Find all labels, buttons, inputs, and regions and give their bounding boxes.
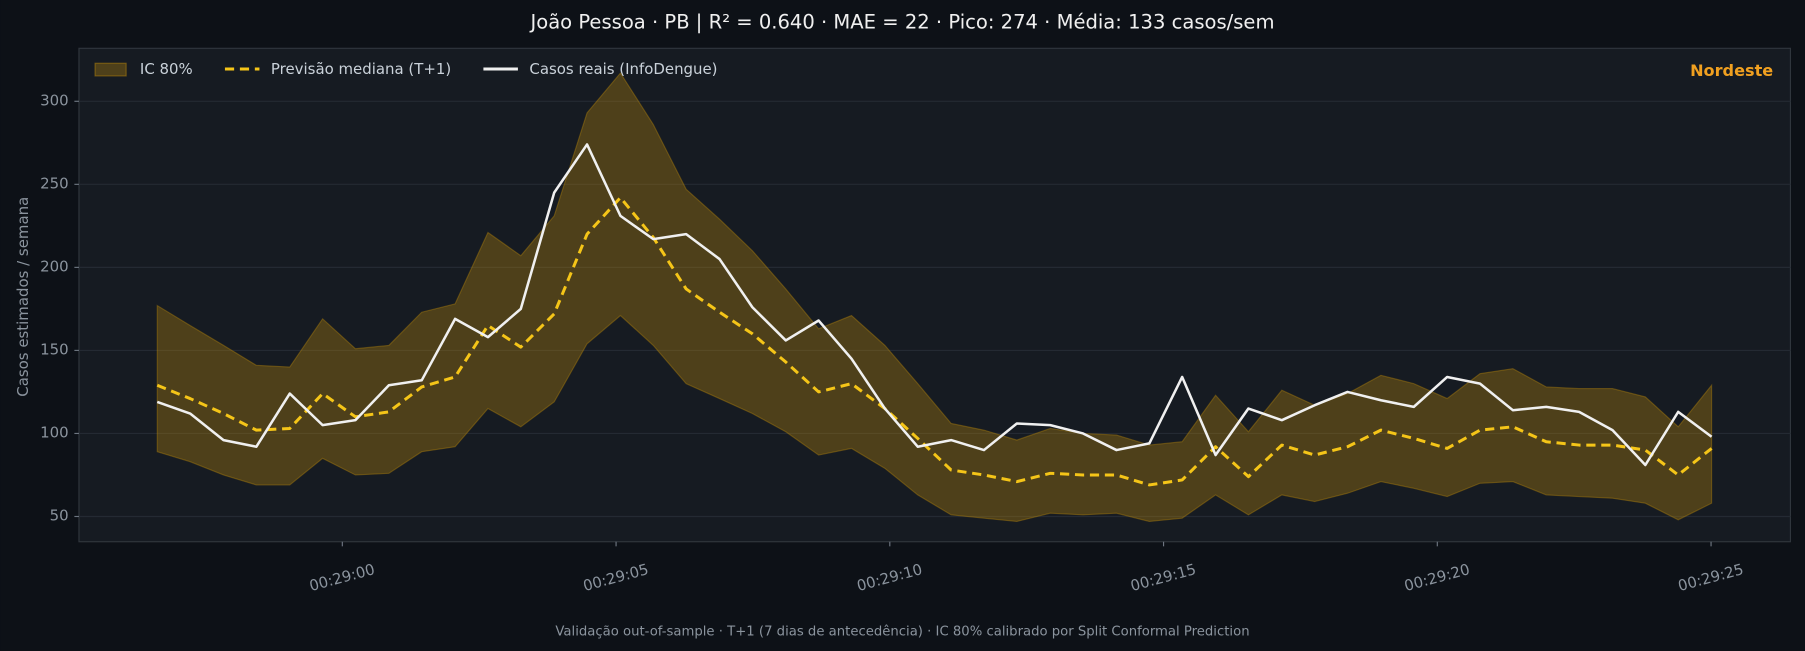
series-line [156, 143, 1713, 467]
region-annotation: Nordeste [1690, 61, 1773, 80]
legend-swatch [94, 62, 127, 77]
y-tick-label: 250 [40, 174, 69, 192]
y-tick-label: 100 [40, 423, 69, 441]
y-tick-label: 150 [40, 340, 69, 358]
y-tick-label: 300 [40, 91, 69, 109]
y-tick-label: 50 [50, 506, 69, 524]
y-axis-label: Casos estimados / semana [14, 197, 32, 397]
legend-label: Previsão mediana (T+1) [271, 60, 451, 78]
legend-label: Casos reais (InfoDengue) [529, 60, 717, 78]
footnote: Validação out-of-sample · T+1 (7 dias de… [555, 623, 1249, 639]
legend-label: IC 80% [140, 60, 193, 78]
series-line [156, 196, 1713, 487]
confidence-band [156, 72, 1713, 523]
y-tick-label: 200 [40, 257, 69, 275]
chart-title: João Pessoa · PB | R² = 0.640 · MAE = 22… [528, 11, 1274, 34]
plot-area [78, 47, 1792, 543]
